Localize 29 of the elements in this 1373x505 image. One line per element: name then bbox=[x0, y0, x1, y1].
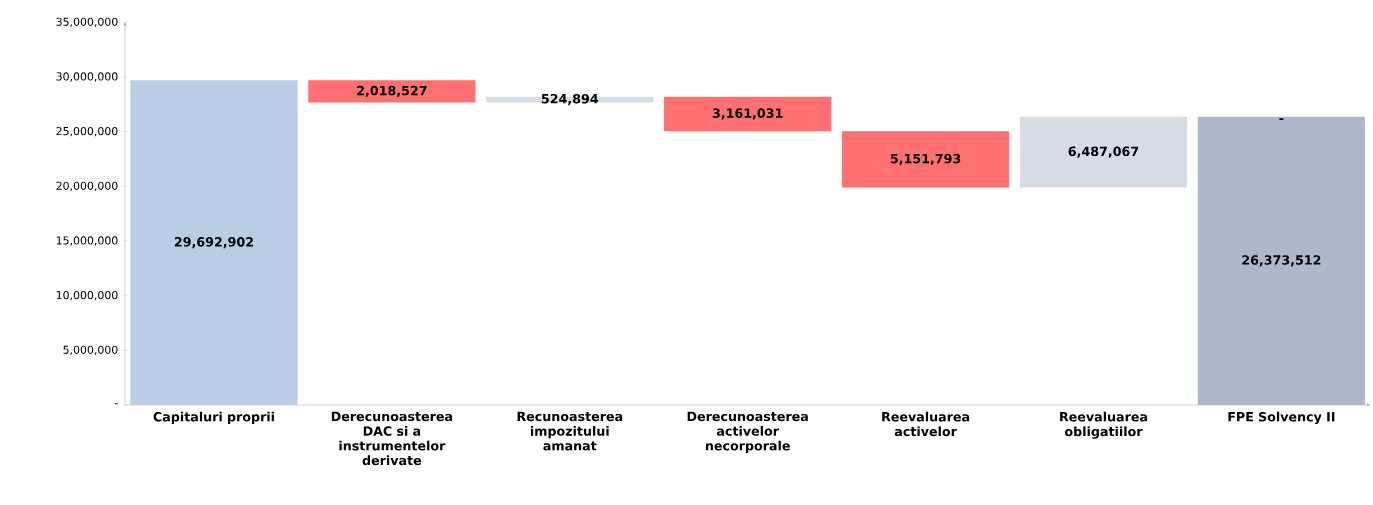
x-tick-label: Reevaluarea obligatiilor bbox=[1060, 411, 1147, 439]
data-label: 29,692,902 bbox=[174, 237, 253, 249]
y-tick-label: 15,000,000 bbox=[56, 236, 118, 246]
x-tick-label: Derecunoasterea activelor necorporale bbox=[687, 411, 808, 453]
y-tick-label: 10,000,000 bbox=[56, 290, 118, 301]
bar bbox=[841, 131, 1010, 188]
data-label: 3,161,031 bbox=[712, 108, 783, 120]
y-tick-label: 20,000,000 bbox=[56, 181, 118, 192]
y-tick-label: - bbox=[114, 403, 118, 405]
bar bbox=[1019, 116, 1188, 188]
data-label: 2,018,527 bbox=[357, 85, 427, 97]
y-tick-label: 30,000,000 bbox=[56, 72, 118, 82]
data-label: 6,487,067 bbox=[1068, 146, 1139, 158]
x-tick-label: Reevaluarea activelor bbox=[882, 411, 970, 437]
x-tick-label: Derecunoasterea DAC si a instrumentelor derivate bbox=[331, 411, 453, 466]
x-tick-label: FPE Solvency II bbox=[1228, 411, 1335, 425]
x-tick-label: Capitaluri proprii bbox=[153, 411, 274, 424]
data-label: 26,373,512 bbox=[1242, 255, 1321, 267]
data-label: 524,894 bbox=[541, 93, 599, 106]
annotation: - bbox=[1279, 118, 1284, 121]
bar bbox=[308, 80, 476, 103]
y-tick-label: 5,000,000 bbox=[63, 345, 118, 356]
bar bbox=[1197, 116, 1365, 405]
bar bbox=[130, 80, 298, 405]
y-tick-label: 35,000,000 bbox=[56, 17, 118, 28]
y-tick-label: 25,000,000 bbox=[56, 126, 118, 137]
bar bbox=[664, 96, 832, 132]
data-label: 5,151,793 bbox=[890, 153, 961, 165]
x-tick-label: Recunoasterea impozitului amanat bbox=[517, 411, 623, 451]
